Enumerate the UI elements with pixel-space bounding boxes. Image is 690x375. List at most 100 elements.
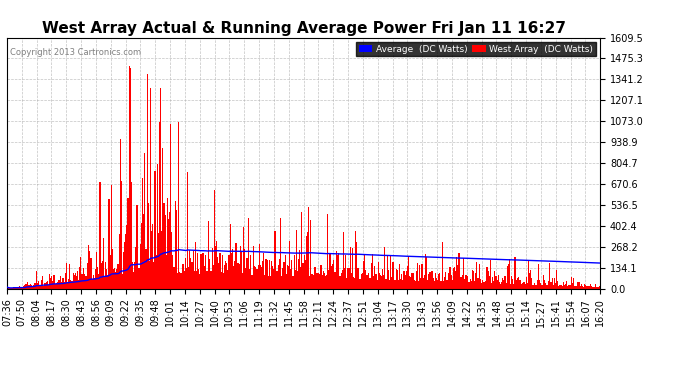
Bar xyxy=(555,283,556,289)
Bar xyxy=(275,272,277,289)
Bar xyxy=(350,248,351,289)
Bar xyxy=(353,277,354,289)
Bar xyxy=(57,282,58,289)
Bar xyxy=(599,286,600,289)
Bar xyxy=(481,283,482,289)
Bar xyxy=(250,255,251,289)
Bar xyxy=(41,280,42,289)
Bar xyxy=(347,268,348,289)
Bar xyxy=(372,254,373,289)
Bar xyxy=(197,253,198,289)
Bar xyxy=(273,269,275,289)
Bar xyxy=(518,277,519,289)
Bar xyxy=(491,283,492,289)
Bar xyxy=(20,288,21,289)
Bar xyxy=(352,248,353,289)
Bar xyxy=(510,284,511,289)
Bar xyxy=(282,268,284,289)
Bar xyxy=(506,266,508,289)
Bar xyxy=(345,255,346,289)
Bar xyxy=(408,257,409,289)
Bar xyxy=(113,269,114,289)
Bar xyxy=(290,269,291,289)
Bar xyxy=(236,243,237,289)
Bar xyxy=(205,255,206,289)
Bar xyxy=(144,153,146,289)
Bar xyxy=(540,283,542,289)
Bar xyxy=(203,253,204,289)
Bar xyxy=(569,285,571,289)
Bar xyxy=(246,258,248,289)
Bar xyxy=(493,280,494,289)
Bar xyxy=(242,273,243,289)
Bar xyxy=(454,267,455,289)
Bar xyxy=(221,255,223,289)
Bar xyxy=(196,271,197,289)
Bar xyxy=(328,270,329,289)
Bar xyxy=(260,265,261,289)
Bar xyxy=(428,274,429,289)
Bar xyxy=(230,254,232,289)
Bar xyxy=(158,233,159,289)
Bar xyxy=(424,275,425,289)
Bar xyxy=(449,267,451,289)
Bar xyxy=(167,198,168,289)
Bar xyxy=(185,258,186,289)
Bar xyxy=(521,284,522,289)
Bar xyxy=(180,273,181,289)
Bar xyxy=(232,249,233,289)
Bar xyxy=(160,88,161,289)
Bar xyxy=(565,284,566,289)
Bar xyxy=(216,241,217,289)
Bar xyxy=(311,274,313,289)
Bar xyxy=(92,275,94,289)
Bar xyxy=(348,268,350,289)
Bar xyxy=(361,274,362,289)
Bar xyxy=(375,274,377,289)
Bar xyxy=(110,185,112,289)
Bar xyxy=(188,267,189,289)
Bar xyxy=(447,279,448,289)
Bar xyxy=(553,285,554,289)
Bar xyxy=(533,283,535,289)
Bar xyxy=(76,276,77,289)
Bar xyxy=(278,265,279,289)
Bar xyxy=(40,286,41,289)
Bar xyxy=(98,274,99,289)
Bar xyxy=(401,274,402,289)
Bar xyxy=(114,268,115,289)
Bar xyxy=(298,259,299,289)
Bar xyxy=(121,181,122,289)
Bar xyxy=(416,271,417,289)
Bar xyxy=(12,288,13,289)
Bar xyxy=(172,255,173,289)
Bar xyxy=(31,285,32,289)
Bar xyxy=(306,236,307,289)
Bar xyxy=(389,280,390,289)
Bar xyxy=(404,275,406,289)
Bar xyxy=(204,266,205,289)
Bar xyxy=(508,264,509,289)
Bar xyxy=(590,284,591,289)
Bar xyxy=(434,280,435,289)
Bar xyxy=(444,277,445,289)
Bar xyxy=(509,259,510,289)
Bar xyxy=(393,262,395,289)
Bar xyxy=(576,286,578,289)
Bar xyxy=(362,273,363,289)
Bar xyxy=(117,264,119,289)
Bar xyxy=(89,251,90,289)
Bar xyxy=(81,274,83,289)
Bar xyxy=(108,199,110,289)
Bar xyxy=(219,253,221,289)
Bar xyxy=(215,246,216,289)
Bar xyxy=(286,274,287,289)
Bar xyxy=(548,281,549,289)
Bar xyxy=(237,263,239,289)
Bar xyxy=(406,271,407,289)
Bar xyxy=(171,232,172,289)
Bar xyxy=(279,259,280,289)
Bar xyxy=(495,276,497,289)
Bar xyxy=(600,282,601,289)
Bar xyxy=(85,276,86,289)
